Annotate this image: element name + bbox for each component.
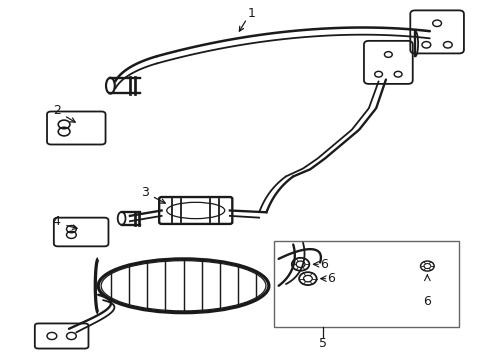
Bar xyxy=(273,241,458,327)
Text: 1: 1 xyxy=(247,7,255,20)
Text: 6: 6 xyxy=(327,272,335,285)
Text: 4: 4 xyxy=(53,215,61,228)
Text: 6: 6 xyxy=(320,258,327,271)
Text: 5: 5 xyxy=(318,337,326,350)
Text: 3: 3 xyxy=(141,186,148,199)
Text: 2: 2 xyxy=(53,104,61,117)
Text: 6: 6 xyxy=(423,295,430,308)
